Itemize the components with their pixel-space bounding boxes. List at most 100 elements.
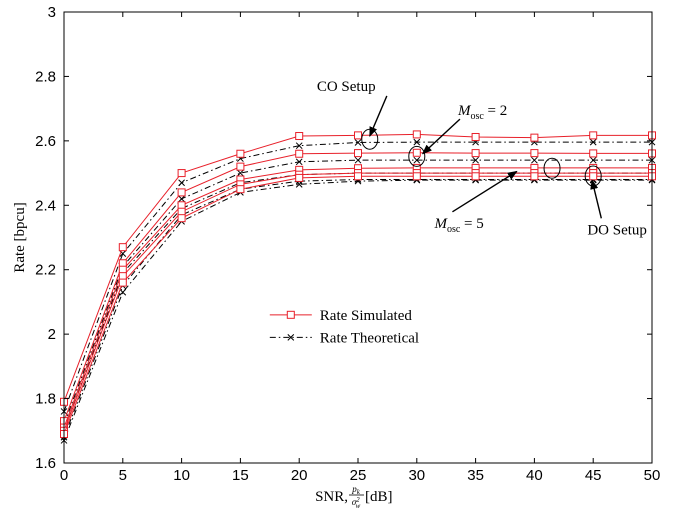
simulated-point (589, 172, 598, 181)
x-tick-label: 20 (291, 467, 308, 484)
y-tick-label: 2.4 (35, 197, 56, 214)
theoretical-point (354, 139, 362, 146)
theoretical-point (413, 156, 421, 164)
simulated-point (354, 131, 362, 140)
legend-label: Rate Theoretical (320, 330, 419, 346)
simulated-point (589, 131, 598, 140)
annotation-arrow (369, 95, 388, 137)
simulated-point (589, 149, 598, 158)
theoretical-point (354, 156, 362, 164)
simulated-point (354, 149, 362, 158)
y-tick-label: 2 (48, 326, 56, 343)
y-tick-label: 3 (48, 4, 56, 21)
theoretical-point (178, 179, 185, 187)
theoretical-point (295, 142, 303, 150)
x-axis-title-prefix: SNR, (315, 489, 348, 505)
simulated-point (412, 130, 421, 139)
legend-label: Rate Simulated (320, 308, 413, 324)
annotation-ellipse (543, 157, 561, 179)
x-tick-label: 15 (232, 467, 249, 484)
x-tick-label: 45 (585, 467, 602, 484)
y-tick-label: 1.6 (35, 455, 56, 472)
annotations: CO Setup Mosc = 2 Mosc = 5 DO Setup (317, 79, 647, 238)
legend-marker (287, 334, 295, 341)
simulated-point (354, 172, 362, 181)
x-axis-title-suffix: [dB] (365, 489, 393, 505)
theoretical-series (60, 138, 656, 415)
y-tick-label: 1.8 (35, 391, 56, 408)
theoretical-point (119, 288, 127, 296)
simulated-series (60, 148, 656, 426)
theoretical-series-line (63, 172, 652, 431)
x-tick-label: 40 (526, 467, 543, 484)
theoretical-point (472, 156, 479, 164)
x-tick-label: 50 (644, 467, 661, 484)
simulated-point (471, 172, 480, 181)
legend: Rate Simulated Rate Theoretical (269, 308, 419, 346)
simulated-point (118, 243, 127, 252)
x-axis-title-denominator: σ2 w (352, 496, 361, 510)
y-tick-label: 2.6 (35, 133, 56, 150)
x-tick-label: 5 (119, 467, 127, 484)
theoretical-point (295, 158, 303, 166)
simulated-point (412, 148, 421, 157)
annotation-label: DO Setup (587, 222, 647, 238)
simulated-series (60, 169, 656, 435)
simulated-point (295, 132, 304, 141)
annotation-arrow (421, 118, 461, 155)
theoretical-point (413, 138, 421, 146)
simulated-point (236, 162, 245, 171)
theoretical-point (589, 138, 597, 146)
annotation-mosc2: Mosc = 2 (408, 103, 507, 167)
x-tick-label: 30 (408, 467, 425, 484)
simulated-point (471, 132, 480, 141)
legend-entry: Rate Theoretical (269, 330, 419, 346)
y-axis-title: Rate [bpcu] (12, 202, 28, 272)
annotation-ellipse (361, 128, 379, 150)
simulated-point (530, 133, 539, 142)
simulated-point (295, 149, 304, 158)
simulated-point (236, 149, 245, 158)
annotation-label: Mosc = 5 (433, 216, 483, 235)
annotation-label: CO Setup (317, 79, 376, 95)
simulated-point (177, 188, 186, 197)
simulated-point (530, 149, 539, 158)
simulated-series-line (63, 172, 652, 431)
annotation-arrow (452, 170, 518, 213)
series-lines (60, 130, 656, 444)
x-tick-label: 10 (173, 467, 190, 484)
simulated-series (60, 163, 656, 432)
simulated-point (412, 172, 421, 181)
simulated-point (295, 173, 304, 182)
theoretical-point (295, 180, 303, 188)
theoretical-series-line (63, 159, 652, 425)
legend-marker (286, 310, 295, 319)
theoretical-point (531, 156, 538, 164)
x-axis-title-numerator: pk (351, 484, 361, 496)
annotation-do: DO Setup (584, 165, 647, 238)
theoretical-series (60, 156, 656, 428)
simulated-point (177, 169, 186, 178)
y-tick-label: 2.8 (35, 68, 56, 85)
simulated-point (530, 172, 539, 181)
annotation-label: Mosc = 2 (457, 103, 507, 122)
simulated-point (471, 149, 480, 158)
simulated-series-line (63, 167, 652, 428)
theoretical-point (589, 156, 597, 164)
simulated-point (236, 185, 245, 194)
simulated-point (118, 278, 127, 287)
y-tick-label: 2.2 (35, 262, 56, 279)
annotation-arrow (590, 179, 603, 219)
x-tick-label: 25 (350, 467, 367, 484)
annotation-co: CO Setup (317, 79, 388, 150)
axes: 0 5 10 15 20 25 30 35 40 45 50 1.6 1.8 2 2.2 2.4 2.6 2.8 3… (12, 4, 660, 510)
x-tick-label: 0 (60, 467, 68, 484)
simulated-series-line (63, 152, 652, 422)
annotation-mosc5: Mosc = 5 (433, 157, 561, 235)
simulated-series-line (63, 175, 652, 435)
simulated-point (177, 214, 186, 223)
theoretical-point (237, 169, 244, 177)
theoretical-series-line (63, 141, 652, 412)
